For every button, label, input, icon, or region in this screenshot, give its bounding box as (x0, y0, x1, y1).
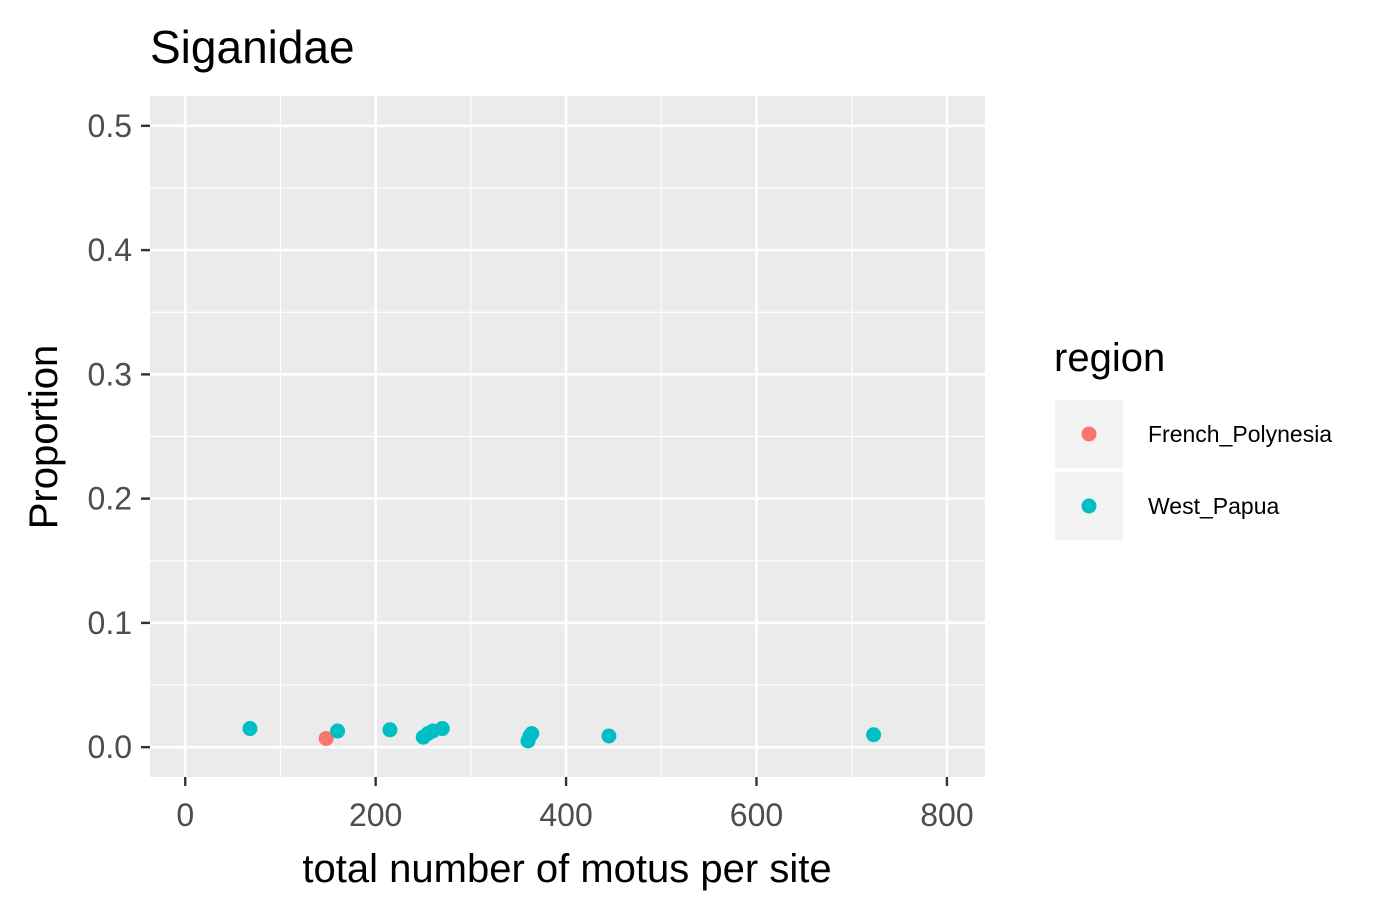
y-tick-label: 0.2 (88, 481, 132, 517)
y-tick-label: 0.0 (88, 729, 132, 765)
legend: region French_Polynesia West_Papua (1054, 336, 1332, 540)
legend-label: West_Papua (1148, 493, 1279, 519)
chart-title: Siganidae (150, 21, 355, 73)
data-point (318, 730, 334, 746)
y-tick-label: 0.1 (88, 605, 132, 641)
x-axis: 0 200 400 600 800 (176, 777, 974, 833)
data-point (601, 728, 617, 744)
y-axis-title: Proportion (22, 345, 66, 530)
x-tick-label: 200 (349, 797, 402, 833)
y-tick-label: 0.5 (88, 108, 132, 144)
legend-swatch (1081, 426, 1097, 442)
y-tick-label: 0.3 (88, 356, 132, 392)
minor-gridlines (150, 96, 985, 777)
major-gridlines (150, 96, 985, 777)
data-points (242, 721, 882, 749)
y-tick-label: 0.4 (88, 232, 132, 268)
data-point (524, 726, 540, 742)
legend-title: region (1054, 336, 1165, 380)
x-tick-label: 600 (730, 797, 783, 833)
data-point (242, 721, 258, 737)
y-axis: 0.0 0.1 0.2 0.3 0.4 0.5 (88, 108, 150, 765)
data-point (866, 727, 882, 743)
x-axis-title: total number of motus per site (302, 847, 831, 891)
data-point (330, 723, 346, 739)
x-tick-label: 800 (920, 797, 973, 833)
legend-label: French_Polynesia (1148, 421, 1332, 447)
legend-swatch (1081, 498, 1097, 514)
x-tick-label: 0 (176, 797, 194, 833)
data-point (434, 721, 450, 737)
data-point (382, 722, 398, 738)
x-tick-label: 400 (539, 797, 592, 833)
